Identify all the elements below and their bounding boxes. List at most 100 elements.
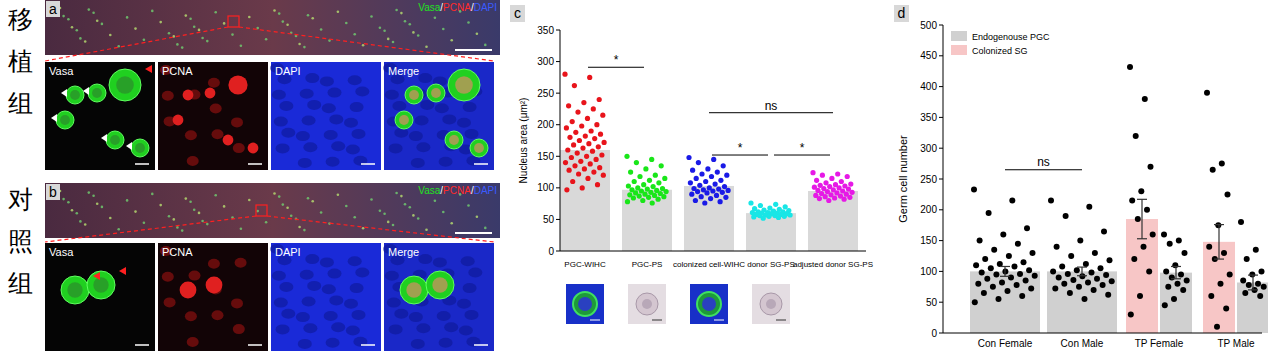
tick bbox=[556, 124, 560, 125]
point bbox=[571, 142, 576, 147]
point bbox=[572, 163, 577, 168]
cell-nucleus bbox=[60, 115, 70, 125]
pcna-nucleus bbox=[189, 271, 201, 281]
sig-label: * bbox=[614, 53, 619, 67]
zoom-box bbox=[228, 16, 239, 27]
banner-dot bbox=[76, 29, 79, 32]
tick bbox=[939, 179, 943, 180]
banner-dot bbox=[109, 217, 112, 220]
point bbox=[1006, 253, 1012, 259]
error-cap bbox=[1214, 224, 1224, 225]
point bbox=[563, 160, 568, 165]
legend-swatch bbox=[951, 45, 967, 55]
nucleus-texture bbox=[322, 103, 336, 113]
point bbox=[566, 103, 571, 108]
pcna-cell bbox=[205, 88, 216, 99]
banner-dot bbox=[126, 16, 129, 19]
error-cap bbox=[1248, 289, 1258, 290]
point bbox=[1012, 264, 1018, 270]
point bbox=[1021, 259, 1027, 265]
point bbox=[1225, 191, 1231, 197]
tick bbox=[556, 251, 560, 252]
banner-dot bbox=[484, 44, 487, 47]
pcna-nucleus bbox=[187, 156, 199, 166]
banner-dot bbox=[198, 29, 201, 32]
panel-letter: b bbox=[49, 184, 57, 200]
nucleus-texture bbox=[279, 282, 293, 292]
error-cap bbox=[1248, 274, 1258, 275]
point bbox=[1257, 293, 1263, 299]
label-box bbox=[894, 5, 909, 22]
nucleus-texture bbox=[274, 117, 288, 127]
banner-dot bbox=[151, 193, 154, 196]
nucleus-texture bbox=[281, 128, 295, 138]
zoom-box bbox=[256, 205, 267, 216]
cell-nucleus bbox=[110, 135, 120, 145]
inset-image bbox=[271, 62, 381, 170]
point bbox=[1240, 278, 1246, 284]
point bbox=[1054, 244, 1060, 250]
nucleus-texture bbox=[320, 257, 334, 267]
point bbox=[599, 152, 604, 157]
banner-dot bbox=[181, 229, 184, 232]
point bbox=[641, 182, 646, 187]
point bbox=[1105, 292, 1111, 298]
banner-dot bbox=[434, 17, 437, 20]
point bbox=[686, 155, 691, 160]
point bbox=[690, 168, 695, 173]
vasa-cell bbox=[448, 69, 480, 101]
nucleus-texture bbox=[281, 309, 295, 319]
point bbox=[656, 180, 661, 185]
banner-dot bbox=[282, 20, 285, 23]
point bbox=[845, 174, 850, 179]
point bbox=[1180, 287, 1186, 293]
banner-dot bbox=[370, 15, 373, 18]
banner-dot bbox=[159, 204, 162, 207]
point bbox=[624, 154, 629, 159]
tick-label: 300 bbox=[920, 143, 937, 154]
category-label: Con Female bbox=[978, 338, 1033, 349]
banner-dot bbox=[395, 192, 398, 195]
point bbox=[1101, 228, 1107, 234]
banner-dot bbox=[101, 206, 104, 209]
error-stem bbox=[1141, 199, 1142, 238]
nucleus-texture bbox=[322, 284, 336, 294]
banner-dot bbox=[173, 218, 176, 221]
point bbox=[1026, 267, 1032, 273]
point bbox=[986, 210, 992, 216]
point bbox=[814, 178, 819, 183]
channel-word: DAPI bbox=[474, 2, 497, 13]
point bbox=[1077, 238, 1083, 244]
sig-label: * bbox=[800, 141, 805, 155]
cell-nucleus bbox=[474, 143, 484, 153]
cell-nucleus bbox=[449, 135, 459, 145]
point bbox=[1242, 290, 1248, 296]
point bbox=[823, 194, 828, 199]
banner-dot bbox=[307, 197, 310, 200]
error-cap bbox=[1077, 266, 1087, 267]
point bbox=[582, 166, 587, 171]
point bbox=[643, 166, 648, 171]
scale-bar bbox=[474, 163, 488, 165]
banner-dot bbox=[442, 28, 445, 31]
point bbox=[647, 178, 652, 183]
tick bbox=[939, 117, 943, 118]
point bbox=[592, 136, 597, 141]
point bbox=[766, 214, 771, 219]
vasa-cell bbox=[400, 276, 428, 304]
channel-title: Vasa/PCNA/DAPI bbox=[418, 185, 497, 196]
tick bbox=[556, 61, 560, 62]
micro-panel: 对照组bVasa/PCNA/DAPIVasaPCNADAPIMerge bbox=[8, 183, 501, 351]
point bbox=[1107, 257, 1113, 263]
nucleus-texture bbox=[387, 298, 401, 308]
banner-dot bbox=[168, 215, 171, 218]
nucleus-texture bbox=[418, 73, 432, 83]
tick-label: 200 bbox=[537, 119, 554, 130]
category-label: donor SG-PS bbox=[747, 260, 795, 269]
banner-dot bbox=[412, 214, 415, 217]
banner-dot bbox=[337, 11, 340, 14]
point bbox=[1024, 225, 1030, 231]
nucleus-texture bbox=[303, 142, 317, 152]
banner-dot bbox=[151, 10, 154, 13]
point bbox=[1175, 281, 1181, 287]
